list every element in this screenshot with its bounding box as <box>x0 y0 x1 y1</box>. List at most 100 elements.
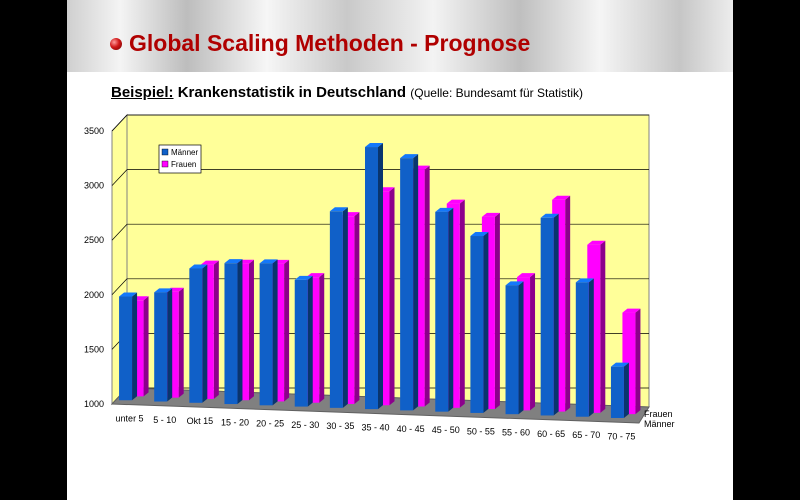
bar-maenner-side <box>448 207 454 412</box>
bar-maenner <box>540 217 554 416</box>
bar-maenner-side <box>342 207 348 408</box>
bar-maenner <box>329 211 343 408</box>
bar-maenner-top <box>119 292 138 297</box>
bar-maenner-top <box>294 275 313 280</box>
bar-maenner-top <box>259 259 278 264</box>
bar-maenner-top <box>470 232 489 237</box>
x-tick-label: 15 - 20 <box>221 417 249 427</box>
bar-maenner-side <box>483 232 489 413</box>
bar-maenner <box>365 147 378 410</box>
bar-maenner <box>259 263 273 406</box>
bar-chart: 1000 1500 2000 2500 3000 3500 unter 5 5 - 10 Okt… <box>84 113 675 441</box>
x-tick-label: 40 - 45 <box>397 424 425 434</box>
bar-maenner-side <box>623 362 629 418</box>
legend-label: Männer <box>171 148 198 157</box>
bar-frauen-side <box>459 199 465 408</box>
x-tick-label: Okt 15 <box>187 416 214 426</box>
x-tick-label: unter 5 <box>116 414 144 424</box>
bar-maenner-top <box>505 281 524 286</box>
slide-title: Global Scaling Methoden - Prognose <box>129 30 531 56</box>
bar-maenner-top <box>400 154 419 159</box>
bullet-icon <box>110 38 122 50</box>
bar-maenner-top <box>610 362 629 367</box>
x-tick-label: 60 - 65 <box>537 429 565 439</box>
x-tick-label: 35 - 40 <box>361 423 389 433</box>
bar-maenner-side <box>588 278 594 417</box>
bar-maenner-side <box>518 281 524 415</box>
slide: Global Scaling Methoden - Prognose Beisp… <box>67 0 733 500</box>
bar-frauen-side <box>319 273 325 403</box>
depth-axis-label: Männer <box>644 419 675 429</box>
bar-maenner-top <box>154 288 173 293</box>
bar-maenner <box>575 282 589 417</box>
legend-swatch <box>161 160 169 168</box>
bar-maenner <box>505 285 519 415</box>
gridline-side <box>111 223 128 241</box>
bar-frauen-top <box>446 199 465 204</box>
bar-frauen-side <box>213 260 219 399</box>
y-tick-label: 1500 <box>84 344 104 354</box>
bar-frauen-top <box>517 273 536 278</box>
bar-frauen-side <box>143 296 149 397</box>
bar-maenner <box>154 292 168 402</box>
bar-maenner <box>435 211 449 412</box>
bar-maenner <box>610 366 624 418</box>
x-tick-label: 55 - 60 <box>502 428 530 438</box>
bar-frauen-top <box>587 240 606 245</box>
legend-swatch <box>161 148 169 156</box>
bar-maenner-side <box>237 259 243 405</box>
bar-maenner <box>294 279 308 407</box>
x-tick-label: 45 - 50 <box>432 425 460 435</box>
bar-frauen-top <box>552 195 571 200</box>
bar-frauen-side <box>530 273 536 411</box>
y-tick-label: 3000 <box>84 181 104 191</box>
bar-frauen-side <box>600 240 606 413</box>
bar-maenner-side <box>272 259 278 406</box>
bar-frauen-side <box>565 195 571 412</box>
bar-maenner <box>224 263 238 405</box>
bar-maenner <box>189 268 203 403</box>
bar-frauen-side <box>424 165 430 407</box>
bar-maenner-side <box>132 292 138 401</box>
bar-maenner-top <box>435 207 454 212</box>
y-tick-label: 2500 <box>84 235 104 245</box>
bar-maenner-top <box>329 207 348 212</box>
subtitle-text: Krankenstatistik in Deutschland <box>177 84 407 101</box>
y-tick-label: 2000 <box>84 290 104 300</box>
bar-maenner-top <box>575 278 594 283</box>
bar-maenner-side <box>413 154 419 411</box>
source-note: (Quelle: Bundesamt für Statistik) <box>410 86 584 100</box>
bar-frauen-top <box>481 212 500 217</box>
chart-subtitle: Beispiel: Krankenstatistik in Deutschlan… <box>111 84 583 101</box>
gridline-side <box>111 278 128 296</box>
bar-frauen-side <box>178 287 184 398</box>
bar-maenner <box>470 236 484 413</box>
subtitle-label: Beispiel: <box>111 84 174 101</box>
x-tick-label: 70 - 75 <box>607 431 635 441</box>
bar-maenner-side <box>202 264 208 403</box>
depth-axis-label: Frauen <box>644 409 673 419</box>
gridline-side <box>111 114 128 132</box>
bar-maenner-top <box>365 143 383 148</box>
bar-maenner-side <box>167 288 173 402</box>
bar-maenner <box>400 158 414 411</box>
bar-maenner-top <box>189 264 208 269</box>
y-tick-label: 3500 <box>84 126 104 136</box>
bar-maenner-side <box>553 213 559 416</box>
x-tick-label: 20 - 25 <box>256 419 284 429</box>
x-tick-label: 30 - 35 <box>326 421 354 431</box>
x-tick-label: 5 - 10 <box>153 415 176 425</box>
bar-maenner-top <box>540 213 559 218</box>
x-tick-label: 25 - 30 <box>291 420 319 430</box>
legend-label: Frauen <box>171 160 196 169</box>
bar-frauen-top <box>622 308 641 313</box>
y-tick-label: 1000 <box>84 399 104 409</box>
bar-maenner-side <box>307 275 313 407</box>
bar-frauen-side <box>248 259 254 401</box>
bar-maenner <box>119 296 133 401</box>
bar-frauen-side <box>494 212 500 410</box>
bar-maenner-top <box>224 259 243 264</box>
bar-frauen-side <box>354 212 360 404</box>
x-tick-label: 65 - 70 <box>572 430 600 440</box>
title-bar: Global Scaling Methoden - Prognose <box>67 0 733 72</box>
